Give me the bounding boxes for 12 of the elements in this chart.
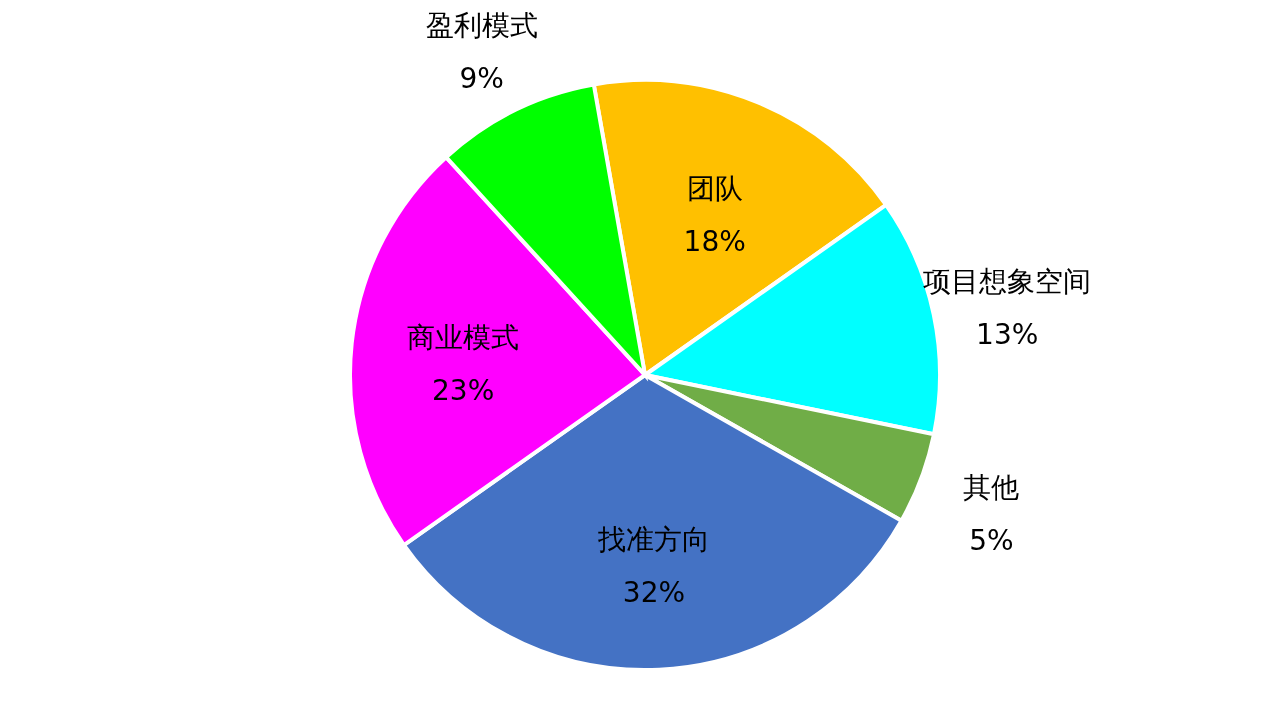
slice-label: 盈利模式 <box>425 8 538 42</box>
slice-label: 团队 <box>686 171 743 205</box>
data-label: 5% <box>969 523 1014 557</box>
data-label: 23% <box>432 374 495 408</box>
data-label: 32% <box>622 576 686 610</box>
slice-label: 项目想象空间 <box>923 264 1092 298</box>
data-label: 13% <box>976 318 1039 352</box>
slice-label: 找准方向 <box>596 523 710 557</box>
data-label: 18% <box>683 224 746 258</box>
data-label: 9% <box>459 61 504 95</box>
slice-label: 其他 <box>963 470 1020 504</box>
slice-label: 商业模式 <box>407 320 520 354</box>
